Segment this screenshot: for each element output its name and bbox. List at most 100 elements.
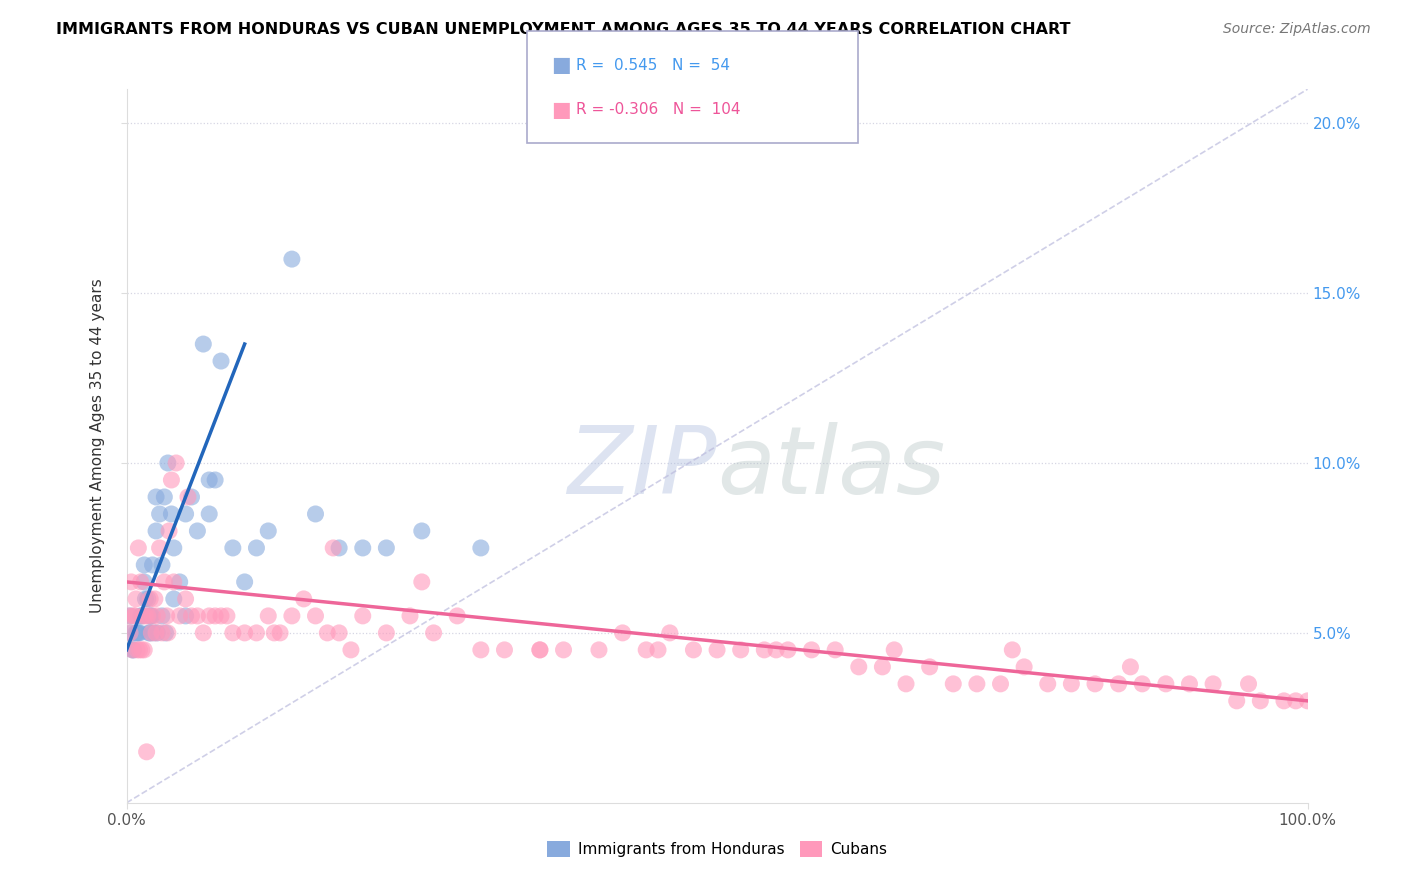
Point	[257, 524, 280, 538]
Point	[198, 608, 221, 623]
Point	[141, 558, 163, 572]
Text: Source: ZipAtlas.com: Source: ZipAtlas.com	[1223, 22, 1371, 37]
Point	[129, 574, 152, 589]
Point	[180, 608, 202, 623]
Point	[128, 643, 150, 657]
Point	[141, 626, 163, 640]
Legend: Immigrants from Honduras, Cubans: Immigrants from Honduras, Cubans	[541, 835, 893, 863]
Point	[966, 677, 988, 691]
Point	[375, 626, 398, 640]
Point	[233, 626, 256, 640]
Point	[121, 643, 143, 657]
Point	[1178, 677, 1201, 691]
Point	[174, 608, 197, 623]
Point	[422, 626, 444, 640]
Point	[588, 643, 610, 657]
Point	[222, 626, 245, 640]
Point	[120, 574, 142, 589]
Point	[156, 626, 179, 640]
Point	[135, 745, 157, 759]
Point	[134, 608, 156, 623]
Point	[1237, 677, 1260, 691]
Point	[399, 608, 422, 623]
Point	[150, 626, 173, 640]
Point	[160, 473, 183, 487]
Point	[139, 608, 162, 623]
Point	[150, 608, 173, 623]
Point	[155, 626, 177, 640]
Point	[706, 643, 728, 657]
Point	[160, 507, 183, 521]
Point	[658, 626, 681, 640]
Point	[156, 608, 179, 623]
Point	[174, 591, 197, 606]
Text: ZIP: ZIP	[568, 422, 717, 513]
Point	[177, 490, 200, 504]
Point	[131, 608, 153, 623]
Point	[304, 507, 326, 521]
Point	[1249, 694, 1271, 708]
Point	[186, 608, 208, 623]
Point	[411, 574, 433, 589]
Point	[263, 626, 285, 640]
Point	[1012, 660, 1035, 674]
Point	[163, 541, 186, 555]
Point	[754, 643, 776, 657]
Point	[163, 591, 186, 606]
Point	[209, 354, 232, 368]
Text: R = -0.306   N =  104: R = -0.306 N = 104	[576, 103, 741, 117]
Point	[883, 643, 905, 657]
Point	[1272, 694, 1295, 708]
Point	[186, 524, 208, 538]
Point	[163, 574, 186, 589]
Point	[127, 643, 149, 657]
Point	[222, 541, 245, 555]
Point	[470, 643, 492, 657]
Point	[139, 626, 162, 640]
Point	[136, 608, 159, 623]
Point	[257, 608, 280, 623]
Point	[1130, 677, 1153, 691]
Point	[1060, 677, 1083, 691]
Point	[131, 643, 153, 657]
Point	[153, 490, 176, 504]
Point	[269, 626, 291, 640]
Point	[145, 524, 167, 538]
Point	[120, 626, 142, 640]
Point	[1084, 677, 1107, 691]
Point	[146, 608, 169, 623]
Point	[118, 608, 141, 623]
Point	[169, 608, 191, 623]
Point	[245, 541, 267, 555]
Point	[198, 507, 221, 521]
Point	[730, 643, 752, 657]
Point	[553, 643, 575, 657]
Text: ■: ■	[551, 55, 571, 75]
Point	[198, 473, 221, 487]
Point	[612, 626, 634, 640]
Point	[918, 660, 941, 674]
Point	[894, 677, 917, 691]
Point	[125, 591, 148, 606]
Point	[776, 643, 799, 657]
Point	[134, 643, 156, 657]
Point	[281, 608, 304, 623]
Point	[529, 643, 551, 657]
Point	[990, 677, 1012, 691]
Point	[122, 643, 145, 657]
Point	[128, 626, 150, 640]
Point	[122, 608, 145, 623]
Point	[121, 643, 143, 657]
Point	[352, 541, 374, 555]
Text: ■: ■	[551, 100, 571, 120]
Point	[824, 643, 846, 657]
Point	[204, 608, 226, 623]
Point	[127, 626, 149, 640]
Point	[375, 541, 398, 555]
Point	[141, 608, 163, 623]
Point	[204, 473, 226, 487]
Point	[1285, 694, 1308, 708]
Point	[120, 608, 142, 623]
Point	[149, 507, 172, 521]
Point	[942, 677, 965, 691]
